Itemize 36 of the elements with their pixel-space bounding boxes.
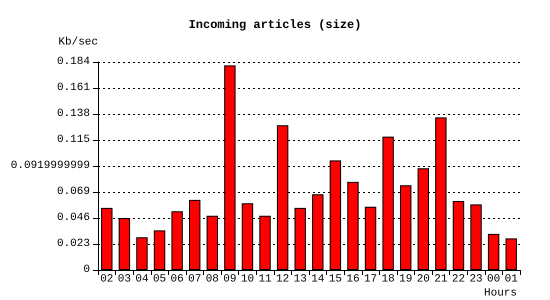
y-tick-label: 0.0919999999 [10, 160, 90, 172]
x-tick-label: 08 [206, 274, 219, 286]
x-tick-label: 19 [399, 274, 412, 286]
y-tick-label: 0.161 [56, 82, 90, 94]
x-tick-label: 03 [118, 274, 131, 286]
x-tick-label: 22 [452, 274, 466, 286]
y-axis-title: Kb/sec [58, 36, 98, 48]
chart-title: Incoming articles (size) [188, 18, 362, 32]
x-tick-label: 15 [328, 274, 342, 286]
x-tick-label: 20 [416, 274, 430, 286]
x-tick-label: 09 [223, 274, 236, 286]
x-tick-label: 16 [346, 274, 360, 286]
y-tick-label: 0 [83, 264, 90, 276]
x-tick-label: 23 [469, 274, 483, 286]
y-tick-label: 0.138 [56, 108, 90, 120]
x-tick-label: 13 [294, 274, 307, 286]
x-axis-title: Hours [484, 288, 518, 300]
x-tick-label: 06 [170, 274, 184, 286]
y-tick-label: 0.023 [56, 238, 90, 250]
x-tick-label: 21 [434, 274, 448, 286]
x-tick-label: 04 [135, 274, 149, 286]
x-tick-label: 10 [240, 274, 254, 286]
x-tick-label: 14 [311, 274, 325, 286]
y-tick-label: 0.184 [56, 56, 90, 68]
y-tick-label: 0.046 [56, 212, 90, 224]
x-tick-label: 05 [152, 274, 166, 286]
y-tick-label: 0.069 [56, 186, 90, 198]
y-tick-label: 0.115 [56, 134, 90, 146]
x-tick-label: 01 [504, 274, 518, 286]
x-tick-label: 07 [188, 274, 202, 286]
x-tick-label: 00 [487, 274, 500, 286]
x-tick-label: 12 [276, 274, 290, 286]
x-tick-label: 17 [364, 274, 378, 286]
x-tick-label: 02 [100, 274, 114, 286]
x-tick-label: 11 [258, 274, 272, 286]
x-tick-label: 18 [382, 274, 395, 286]
